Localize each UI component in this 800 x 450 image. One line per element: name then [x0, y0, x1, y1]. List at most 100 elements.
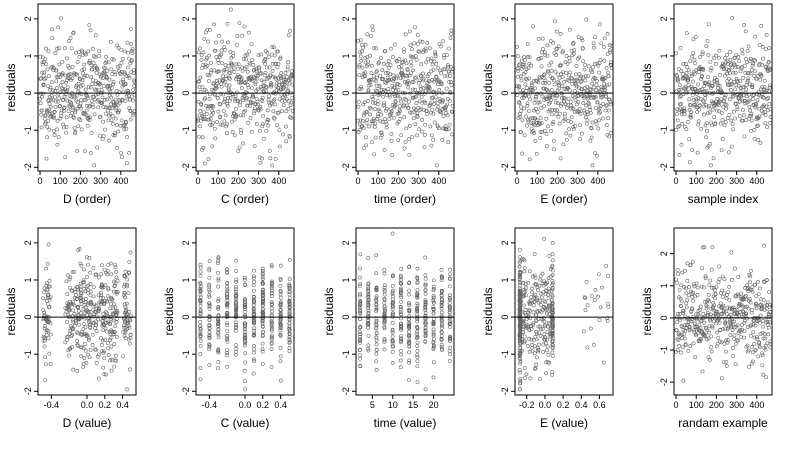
scatter-point	[743, 90, 748, 95]
scatter-point	[723, 93, 728, 98]
scatter-point	[728, 88, 733, 92]
scatter-point	[750, 85, 755, 90]
scatter-point	[128, 341, 132, 346]
scatter-point	[358, 356, 362, 361]
scatter-point	[126, 74, 131, 78]
scatter-point	[595, 61, 600, 66]
scatter-point	[365, 117, 370, 122]
scatter-point	[244, 90, 248, 94]
scatter-point	[697, 323, 702, 327]
scatter-point	[260, 95, 265, 100]
scatter-point	[768, 121, 773, 125]
scatter-point	[202, 110, 206, 115]
scatter-point	[111, 57, 116, 62]
scatter-point	[568, 70, 573, 75]
scatter-point	[564, 70, 568, 75]
scatter-point	[259, 52, 263, 57]
scatter-point	[387, 94, 392, 99]
scatter-point	[369, 119, 374, 124]
scatter-point	[680, 345, 685, 350]
scatter-point	[406, 105, 411, 110]
scatter-point	[75, 339, 80, 343]
scatter-point	[56, 135, 61, 140]
scatter-point	[395, 93, 400, 98]
scatter-point	[260, 268, 265, 273]
scatter-point	[267, 94, 271, 99]
scatter-point	[64, 130, 68, 135]
scatter-point	[592, 298, 597, 302]
scatter-point	[111, 82, 116, 87]
scatter-point	[594, 83, 599, 88]
scatter-point	[588, 138, 593, 143]
scatter-point	[114, 290, 119, 294]
scatter-point	[251, 288, 256, 293]
scatter-point	[755, 337, 760, 342]
scatter-point	[225, 101, 230, 106]
scatter-point	[65, 319, 69, 324]
y-axis-label: residuals	[640, 63, 654, 111]
scatter-point	[38, 76, 43, 81]
scatter-point	[207, 79, 211, 84]
scatter-point	[552, 147, 557, 152]
scatter-point	[723, 56, 728, 61]
scatter-point	[699, 126, 704, 131]
scatter-point	[105, 69, 110, 73]
scatter-point	[550, 350, 555, 355]
scatter-point	[360, 65, 365, 70]
scatter-point	[251, 371, 256, 376]
scatter-point	[443, 67, 447, 71]
scatter-point	[747, 104, 752, 109]
scatter-point	[557, 81, 561, 86]
scatter-point	[227, 83, 232, 88]
scatter-point	[391, 115, 396, 120]
scatter-point	[525, 42, 530, 47]
scatter-point	[218, 115, 223, 120]
scatter-point	[119, 60, 124, 65]
scatter-point	[766, 60, 771, 64]
scatter-point	[398, 104, 402, 109]
scatter-point	[42, 77, 47, 82]
scatter-point	[45, 135, 49, 140]
scatter-point	[608, 100, 613, 104]
scatter-point	[439, 267, 444, 272]
scatter-point	[558, 156, 563, 161]
scatter-point	[196, 50, 201, 55]
x-tick-label: 0.0	[81, 400, 94, 410]
y-tick-label: -1	[659, 126, 669, 134]
scatter-point	[287, 258, 292, 262]
scatter-point	[396, 138, 401, 143]
scatter-point	[719, 376, 724, 381]
scatter-point	[407, 329, 411, 334]
scatter-point	[736, 338, 740, 343]
y-tick-label: -2	[181, 163, 191, 171]
scatter-point	[290, 95, 295, 100]
scatter-point	[212, 22, 216, 27]
scatter-point	[407, 358, 412, 363]
scatter-point	[198, 352, 203, 357]
scatter-point	[448, 352, 453, 357]
scatter-point	[88, 348, 93, 352]
scatter-point	[746, 71, 751, 75]
scatter-point	[230, 130, 235, 134]
scatter-point	[373, 79, 378, 84]
scatter-point	[196, 99, 201, 104]
scatter-point	[369, 63, 374, 68]
scatter-point	[97, 49, 102, 54]
scatter-point	[58, 103, 62, 108]
y-tick-label: -2	[23, 387, 33, 395]
scatter-point	[718, 121, 723, 126]
scatter-point	[79, 345, 84, 350]
scatter-point	[399, 63, 404, 68]
scatter-point	[447, 301, 452, 306]
scatter-point	[89, 75, 94, 80]
scatter-point	[43, 76, 48, 81]
scatter-point	[441, 114, 446, 118]
scatter-point	[722, 95, 727, 100]
scatter-point	[113, 283, 117, 288]
y-tick-label: 2	[659, 16, 669, 21]
scatter-point	[760, 62, 764, 67]
scatter-point	[575, 78, 580, 83]
scatter-point	[243, 379, 247, 384]
